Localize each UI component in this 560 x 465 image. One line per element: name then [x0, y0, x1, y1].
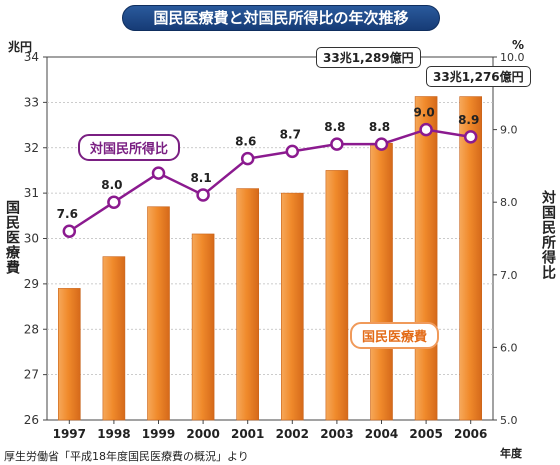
ratio-point-1997 [62, 224, 77, 238]
bar-1999 [147, 206, 170, 421]
x-tick-label: 1998 [97, 427, 130, 441]
right-axis-label: 対国民所得比 [540, 190, 556, 280]
ratio-label-2006: 8.9 [458, 113, 479, 127]
legend-cost: 国民医療費 [350, 322, 440, 349]
x-tick-label: 1999 [142, 427, 175, 441]
left-tick-label: 27 [24, 368, 39, 382]
left-tick-label: 29 [24, 277, 39, 291]
bar-1998 [102, 256, 126, 421]
right-tick-label: 10.0 [500, 51, 525, 64]
left-tick-label: 32 [24, 141, 39, 155]
ratio-label-2004: 8.8 [369, 120, 390, 134]
left-axis-label: 国民医療費 [4, 200, 20, 275]
left-axis-unit: 兆円 [8, 40, 33, 54]
bar-2003 [325, 170, 349, 421]
ratio-label-2005: 9.0 [413, 106, 434, 120]
callout-2005: 33兆1,289億円 [316, 47, 421, 68]
ratio-label-2003: 8.8 [324, 120, 345, 134]
right-axis-unit: % [512, 38, 525, 52]
x-tick-label: 1997 [53, 427, 86, 441]
x-tick-label: 2000 [186, 427, 219, 441]
legend-ratio: 対国民所得比 [78, 134, 181, 161]
ratio-label-2001: 8.6 [235, 135, 256, 149]
ratio-point-2002 [285, 144, 300, 159]
ratio-point-2000 [196, 188, 210, 202]
bar-2000 [191, 233, 215, 421]
chart-title: 国民医療費と対国民所得比の年次推移 [122, 5, 440, 31]
left-tick-label: 33 [24, 95, 39, 109]
ratio-point-1999 [151, 166, 166, 180]
left-tick-label: 30 [24, 232, 39, 246]
ratio-label-2000: 8.1 [190, 171, 211, 185]
bar-2002 [280, 192, 304, 421]
ratio-label-1997: 7.6 [57, 207, 78, 221]
x-axis-unit: 年度 [500, 447, 522, 460]
ratio-point-2003 [330, 137, 344, 151]
x-tick-label: 2004 [365, 427, 398, 441]
ratio-point-1998 [107, 195, 121, 209]
bar-2001 [236, 188, 259, 421]
left-tick-label: 31 [24, 186, 39, 200]
ratio-point-2001 [240, 151, 255, 166]
x-tick-label: 2002 [276, 427, 309, 441]
right-tick-label: 9.0 [500, 124, 518, 137]
ratio-line [68, 128, 471, 233]
left-tick-label: 34 [24, 50, 39, 64]
x-tick-label: 2001 [231, 427, 264, 441]
ratio-label-2002: 8.7 [280, 127, 301, 141]
ratio-point-2006 [463, 130, 478, 144]
ratio-label-1998: 8.0 [101, 178, 122, 192]
ratio-point-2005 [419, 122, 433, 137]
x-tick-label: 2005 [409, 427, 442, 441]
left-tick-label: 26 [24, 413, 39, 427]
source-note: 厚生労働省「平成18年度国民医療費の概況」より [4, 450, 249, 463]
right-tick-label: 7.0 [500, 269, 518, 282]
callout-2006: 33兆1,276億円 [426, 66, 531, 87]
left-tick-label: 28 [24, 322, 39, 336]
x-tick-label: 2003 [320, 427, 353, 441]
bar-1997 [57, 288, 81, 421]
x-tick-label: 2006 [454, 427, 487, 441]
bar-2004 [370, 142, 393, 421]
right-tick-label: 6.0 [500, 341, 518, 354]
right-tick-label: 8.0 [500, 196, 518, 209]
ratio-point-2004 [374, 137, 389, 151]
bar-2006 [459, 96, 483, 421]
bar-2005 [414, 96, 438, 421]
right-tick-label: 5.0 [500, 414, 518, 427]
